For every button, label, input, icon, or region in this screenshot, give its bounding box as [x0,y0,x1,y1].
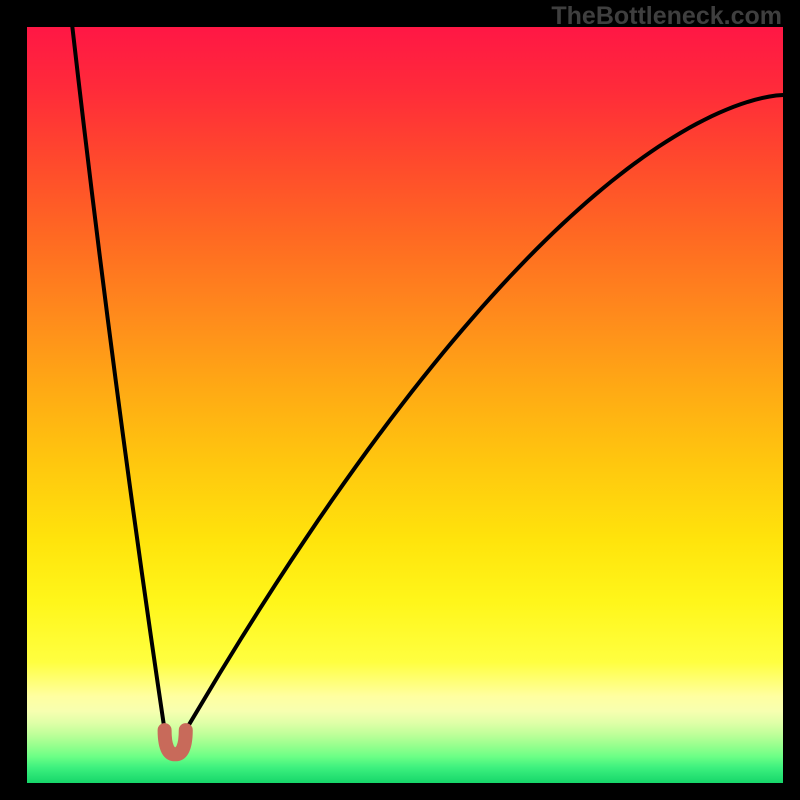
bottleneck-chart [0,0,800,800]
chart-container: TheBottleneck.com [0,0,800,800]
watermark-text: TheBottleneck.com [551,2,782,31]
